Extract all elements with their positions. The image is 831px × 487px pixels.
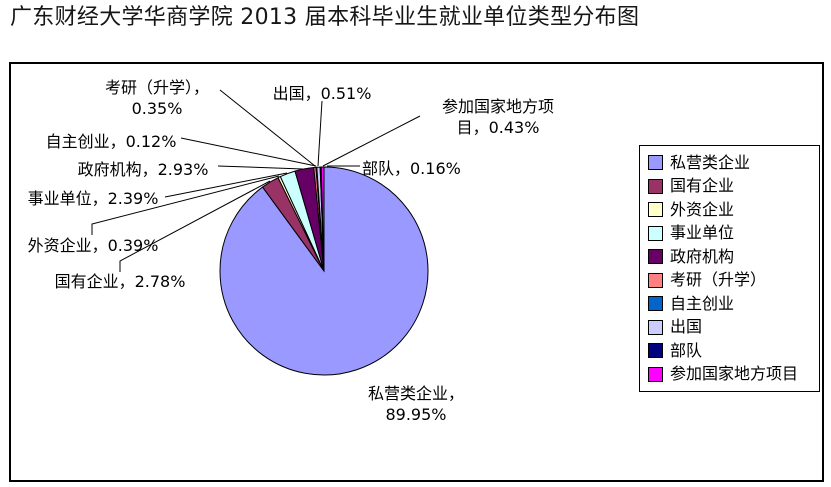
legend-swatch-icon — [648, 249, 663, 265]
legend-label: 外资企业 — [670, 199, 735, 219]
legend-swatch-icon — [648, 319, 663, 335]
pie-data-label-10: 参加国家地方项目，0.43% — [441, 97, 554, 137]
pie-data-label-2: 国有企业，2.78% — [54, 272, 186, 291]
pie-data-label-5: 政府机构，2.93% — [77, 160, 209, 179]
pie-data-label-1: 私营类企业，89.95% — [367, 384, 464, 424]
legend: 私营类企业国有企业外资企业事业单位政府机构考研（升学） 自主创业出国部队参加国家地… — [639, 145, 820, 392]
legend-label: 事业单位 — [670, 223, 735, 243]
legend-label: 部队 — [670, 340, 703, 360]
legend-label: 出国 — [670, 317, 703, 337]
legend-swatch-icon — [648, 225, 663, 241]
legend-item-9: 部队 — [648, 340, 817, 360]
legend-item-7: 自主创业 — [648, 293, 817, 313]
legend-label: 国有企业 — [670, 176, 735, 196]
legend-swatch-icon — [648, 296, 663, 312]
legend-item-2: 国有企业 — [648, 177, 817, 195]
legend-item-5: 政府机构 — [648, 246, 817, 266]
pie-data-label-4: 事业单位，2.39% — [27, 189, 159, 208]
chart-title: 广东财经大学华商学院 2013 届本科毕业生就业单位类型分布图 — [10, 5, 640, 30]
legend-swatch-icon — [648, 202, 663, 218]
legend-label: 参加国家地方项目 — [670, 364, 799, 384]
legend-swatch-icon — [648, 178, 663, 194]
legend-label: 私营类企业 — [670, 152, 751, 172]
legend-item-4: 事业单位 — [648, 224, 817, 242]
pie-data-label-3: 外资企业，0.39% — [27, 236, 159, 255]
pie-data-label-6: 考研（升学），0.35% — [104, 78, 209, 118]
legend-swatch-icon — [648, 366, 663, 382]
legend-swatch-icon — [648, 155, 663, 171]
pie-data-label-7: 自主创业，0.12% — [45, 132, 177, 151]
legend-item-6: 考研（升学） — [648, 271, 817, 289]
legend-label: 自主创业 — [670, 293, 735, 313]
pie-data-label-8: 出国，0.51% — [272, 84, 372, 103]
legend-item-1: 私营类企业 — [648, 152, 817, 172]
legend-swatch-icon — [648, 343, 663, 359]
pie-data-label-9: 部队，0.16% — [362, 159, 461, 178]
legend-item-10: 参加国家地方项目 — [648, 365, 817, 383]
legend-item-8: 出国 — [648, 318, 817, 336]
legend-item-3: 外资企业 — [648, 199, 817, 219]
legend-label: 考研（升学） — [670, 270, 767, 290]
legend-label: 政府机构 — [670, 246, 735, 266]
legend-swatch-icon — [648, 272, 663, 288]
